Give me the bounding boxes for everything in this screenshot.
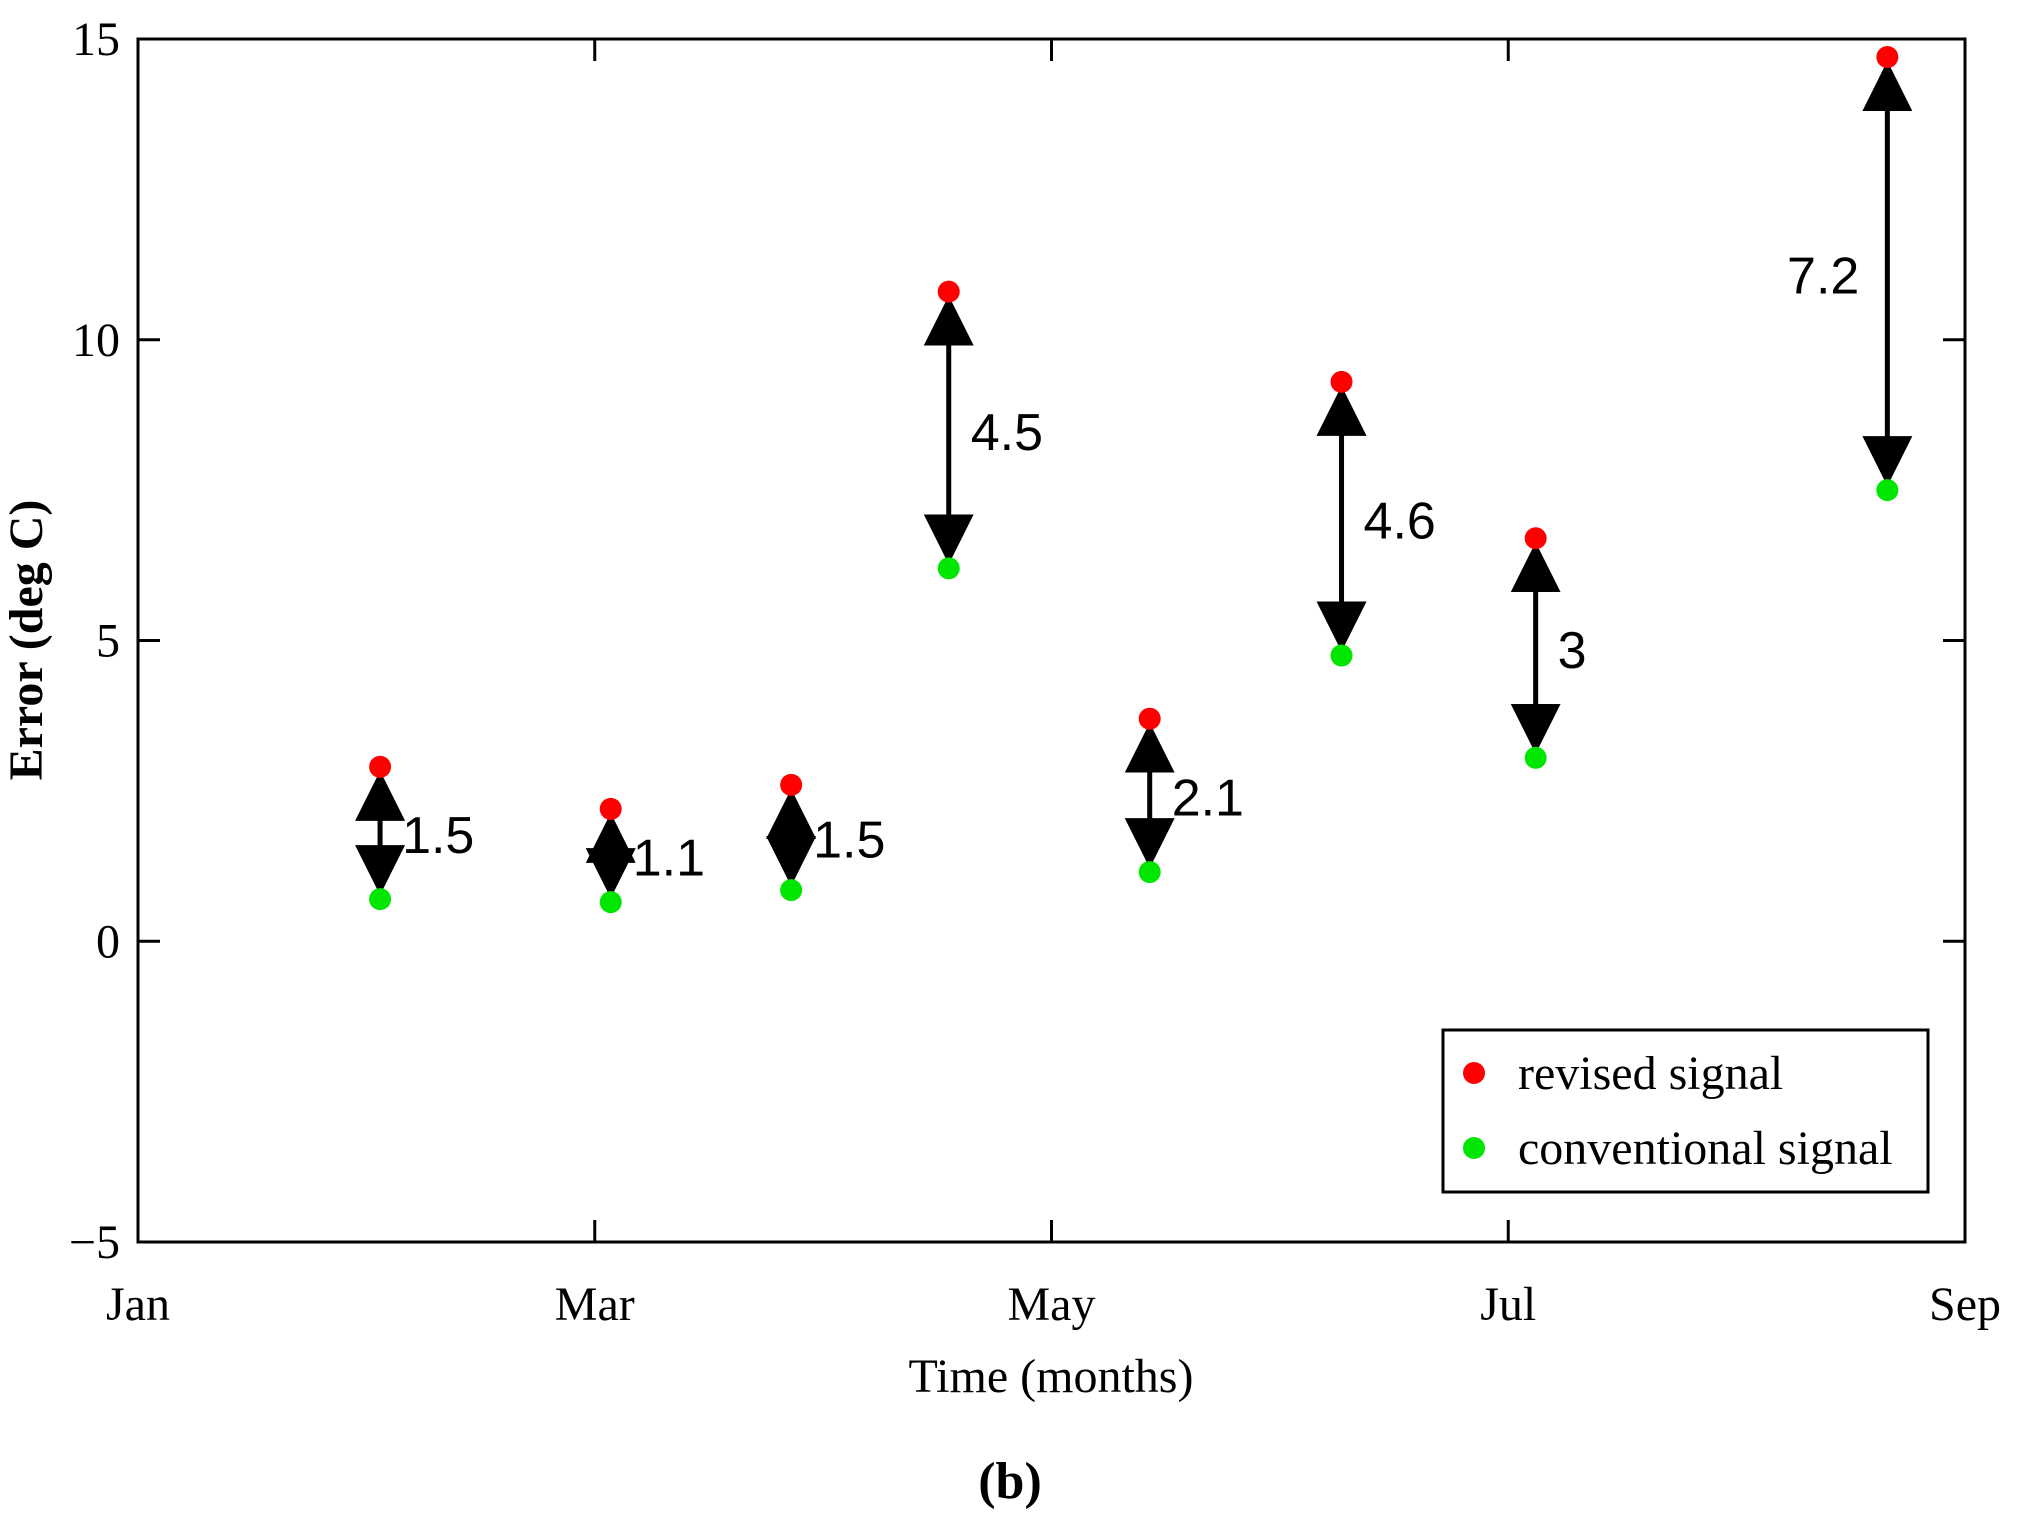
revised-signal-point xyxy=(937,280,960,303)
y-tick-label: 15 xyxy=(72,13,120,66)
difference-label: 4.6 xyxy=(1364,493,1436,551)
y-tick-label: 10 xyxy=(72,314,120,367)
y-tick-label: 5 xyxy=(96,615,120,668)
conventional-signal-point xyxy=(1330,644,1353,667)
revised-signal-point xyxy=(369,755,392,778)
conventional-signal-point xyxy=(599,891,622,914)
revised-signal-point xyxy=(1330,370,1353,393)
revised-signal-point xyxy=(780,773,803,796)
legend-label-conventional: conventional signal xyxy=(1518,1122,1893,1175)
conventional-signal-point xyxy=(937,557,960,580)
difference-label: 7.2 xyxy=(1787,248,1859,306)
x-tick-label: Jan xyxy=(106,1278,170,1331)
x-tick-label: Jul xyxy=(1480,1278,1536,1331)
revised-signal-point xyxy=(1524,527,1547,550)
axes: Jan Mar May Jul Sep −5 0 5 10 15 xyxy=(69,13,2001,1331)
revised-signal-point xyxy=(1876,46,1899,69)
difference-label: 2.1 xyxy=(1172,769,1244,827)
y-tick-label: −5 xyxy=(69,1216,120,1269)
conventional-signal-point xyxy=(1138,861,1161,884)
difference-label: 4.5 xyxy=(971,404,1043,462)
conventional-signal-point xyxy=(1876,479,1899,502)
y-tick-label: 0 xyxy=(96,915,120,968)
difference-label: 1.5 xyxy=(402,807,474,865)
legend-marker-revised xyxy=(1463,1062,1485,1084)
revised-signal-point xyxy=(1138,707,1161,730)
y-axis-label: Error (deg C) xyxy=(0,500,53,781)
conventional-signal-point xyxy=(369,888,392,911)
legend: revised signal conventional signal xyxy=(1441,1028,1930,1194)
x-tick-label: Sep xyxy=(1929,1278,2001,1331)
conventional-signal-point xyxy=(1524,746,1547,769)
difference-label: 1.5 xyxy=(813,811,885,869)
legend-box xyxy=(1441,1028,1930,1194)
data-layer: 1.5 1.1 1.5 4.5 2.1 4.6 3 7.2 xyxy=(355,46,1913,914)
conventional-signal-point xyxy=(780,879,803,902)
legend-label-revised: revised signal xyxy=(1518,1047,1783,1100)
x-tick-label: Mar xyxy=(555,1278,635,1331)
revised-signal-point xyxy=(599,797,622,820)
difference-label: 1.1 xyxy=(633,830,705,888)
figure-caption: (b) xyxy=(978,1453,1042,1510)
legend-marker-conventional xyxy=(1463,1137,1485,1159)
difference-label: 3 xyxy=(1558,622,1587,680)
x-tick-label: May xyxy=(1008,1278,1096,1331)
x-axis-label: Time (months) xyxy=(909,1350,1194,1403)
